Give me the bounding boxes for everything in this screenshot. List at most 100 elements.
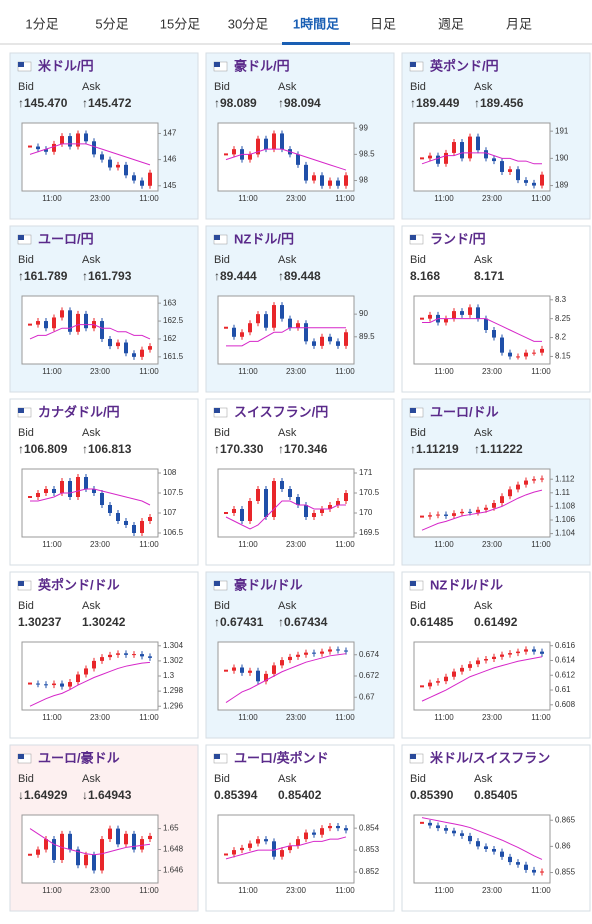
candle	[76, 674, 80, 683]
candle	[304, 652, 308, 655]
x-tick-label: 11:00	[531, 713, 551, 722]
pair-name[interactable]: 豪ドル/ドル	[234, 577, 303, 592]
candle	[312, 341, 316, 346]
candle	[436, 514, 440, 516]
flag-mark	[410, 62, 416, 67]
candle	[124, 653, 128, 655]
candle	[420, 685, 424, 688]
candle	[248, 670, 252, 673]
y-tick-label: 106.5	[163, 528, 184, 537]
tab[interactable]: 月足	[506, 16, 532, 31]
candle	[52, 143, 56, 152]
pair-name[interactable]: ユーロ/英ポンド	[234, 750, 329, 765]
candle	[524, 480, 528, 485]
flag-mark	[410, 408, 416, 413]
candle	[532, 352, 536, 354]
candle	[76, 133, 80, 147]
y-tick-label: 0.674	[359, 650, 380, 659]
x-tick-label: 23:00	[482, 886, 503, 895]
pair-name[interactable]: 英ポンド/円	[429, 58, 499, 73]
pair-name[interactable]: 米ドル/円	[38, 58, 94, 73]
candle	[336, 825, 340, 829]
pair-name[interactable]: ユーロ/ドル	[430, 404, 499, 419]
y-tick-label: 99	[359, 123, 368, 132]
candle	[500, 161, 504, 172]
candle	[116, 342, 120, 347]
candle	[336, 501, 340, 505]
x-tick-label: 23:00	[90, 886, 111, 895]
candle	[540, 871, 544, 873]
tab[interactable]: 15分足	[160, 16, 200, 31]
candle	[304, 505, 308, 517]
candle	[508, 352, 512, 357]
candle	[328, 825, 332, 829]
candle	[224, 153, 228, 156]
candle	[132, 175, 136, 181]
tab[interactable]: 5分足	[95, 16, 128, 31]
candle	[516, 356, 520, 358]
moving-average	[421, 152, 542, 165]
candle	[540, 348, 544, 353]
bid-value: 0.85394	[214, 788, 258, 802]
ask-label: Ask	[278, 81, 297, 93]
flag-mark	[214, 581, 220, 586]
y-tick-label: 1.104	[555, 529, 576, 538]
tab[interactable]: 週足	[438, 16, 464, 31]
candle	[28, 682, 32, 685]
pair-name[interactable]: ユーロ/円	[38, 231, 94, 246]
y-tick-label: 0.86	[555, 841, 571, 850]
candle	[312, 652, 316, 654]
y-tick-label: 1.11	[555, 488, 571, 497]
bid-label: Bid	[214, 773, 230, 785]
candle	[516, 484, 520, 490]
pair-name[interactable]: 米ドル/スイスフラン	[430, 750, 550, 765]
tab[interactable]: 1分足	[25, 16, 58, 31]
pair-name[interactable]: NZドル/ドル	[430, 577, 503, 592]
pair-name[interactable]: 豪ドル/円	[234, 58, 290, 73]
tab[interactable]: 1時間足	[293, 16, 340, 31]
ask-value: ↑161.793	[82, 269, 132, 283]
candle	[272, 665, 276, 674]
candle	[444, 676, 448, 682]
moving-average	[421, 489, 543, 531]
y-tick-label: 1.302	[163, 656, 184, 665]
x-tick-label: 11:00	[139, 713, 159, 722]
x-tick-label: 11:00	[42, 886, 62, 895]
tab[interactable]: 30分足	[228, 16, 268, 31]
moving-average	[226, 327, 346, 347]
candle	[452, 830, 456, 834]
ask-value: 0.61492	[474, 615, 518, 629]
y-tick-label: 191	[555, 126, 569, 135]
candle	[52, 839, 56, 860]
y-tick-label: 169.5	[359, 528, 380, 537]
candle	[92, 660, 96, 669]
tab[interactable]: 日足	[370, 16, 396, 31]
candle	[36, 849, 40, 855]
chart-frame	[21, 295, 159, 365]
y-tick-label: 0.854	[359, 823, 380, 832]
candle	[148, 835, 152, 840]
x-tick-label: 11:00	[238, 886, 258, 895]
candle	[328, 336, 332, 342]
bid-label: Bid	[214, 427, 230, 439]
y-tick-label: 0.61	[555, 685, 571, 694]
candle	[248, 501, 252, 521]
candle	[256, 314, 260, 324]
candle	[344, 828, 348, 831]
pair-name[interactable]: 英ポンド/ドル	[37, 577, 120, 592]
pair-name[interactable]: ランド/円	[430, 231, 486, 246]
candle	[476, 307, 480, 319]
pair-name[interactable]: NZドル/円	[234, 231, 294, 246]
bid-value: ↑145.470	[18, 96, 68, 110]
candle	[44, 489, 48, 493]
pair-name[interactable]: カナダドル/円	[38, 404, 120, 419]
candle	[344, 332, 348, 346]
flag-mark	[410, 235, 416, 240]
pair-name[interactable]: スイスフラン/円	[234, 404, 328, 419]
x-tick-label: 11:00	[434, 713, 454, 722]
candle	[248, 154, 252, 160]
x-tick-label: 11:00	[335, 540, 355, 549]
pair-name[interactable]: ユーロ/豪ドル	[38, 750, 120, 765]
candle	[484, 659, 488, 661]
